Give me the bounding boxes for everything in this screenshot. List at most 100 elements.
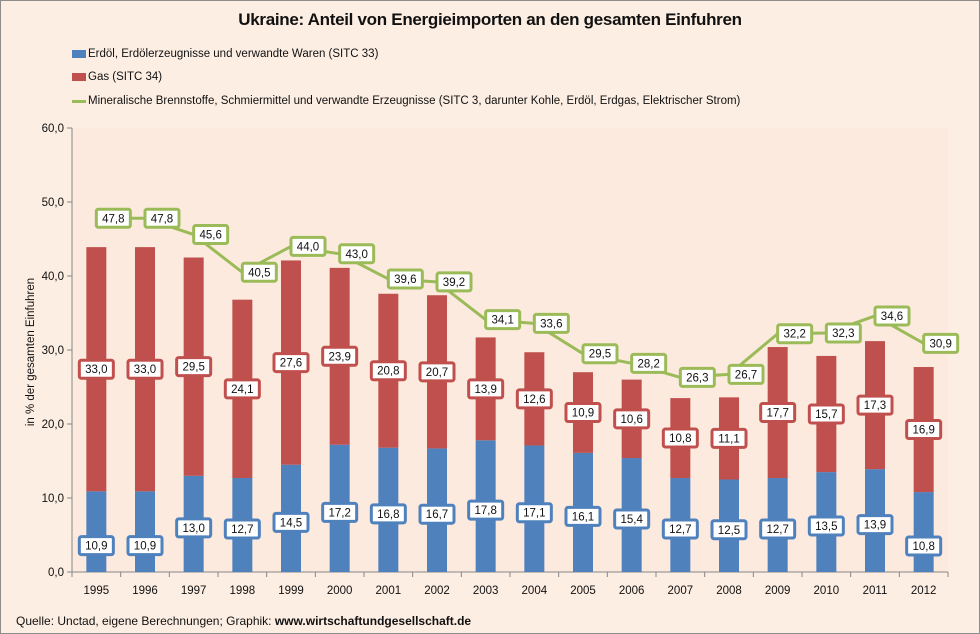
data-label-gas-box bbox=[759, 402, 797, 424]
data-label-oil-box bbox=[126, 535, 164, 557]
legend-label-mineral: Mineralische Brennstoffe, Schmiermittel … bbox=[88, 95, 741, 107]
data-label-oil-box bbox=[564, 505, 602, 527]
data-label-oil: 17,8 bbox=[474, 505, 496, 517]
data-label-gas: 15,7 bbox=[815, 409, 837, 421]
data-label-mineral: 28,2 bbox=[637, 358, 659, 370]
bar-oil bbox=[86, 491, 107, 572]
data-label-oil-box bbox=[759, 518, 797, 540]
chart-title: Ukraine: Anteil von Energieimporten an d… bbox=[238, 10, 742, 29]
data-label-oil-box bbox=[467, 499, 505, 521]
data-label-mineral: 26,7 bbox=[735, 369, 757, 381]
x-tick-label: 1996 bbox=[132, 585, 158, 597]
data-label-mineral: 30,9 bbox=[929, 338, 951, 350]
data-label-oil-box bbox=[613, 508, 651, 530]
data-label-mineral-box bbox=[94, 207, 132, 229]
y-tick-label: 30,0 bbox=[42, 345, 64, 357]
y-axis-label: in % der gesamten Einfuhren bbox=[25, 278, 37, 426]
bar-oil bbox=[913, 492, 934, 572]
source-prefix: Quelle: Unctad, eigene Berechnungen; Gra… bbox=[16, 614, 275, 628]
data-label-mineral: 34,6 bbox=[881, 311, 903, 323]
data-label-mineral-box bbox=[143, 207, 181, 229]
data-label-gas-box bbox=[126, 358, 164, 380]
data-label-oil: 16,7 bbox=[426, 509, 448, 521]
data-label-oil-box bbox=[272, 511, 310, 533]
legend-label-oil: Erdöl, Erdölerzeugnisse und verwandte Wa… bbox=[88, 48, 379, 60]
data-label-oil-box bbox=[223, 518, 261, 540]
data-label-gas-box bbox=[272, 352, 310, 374]
plot-area bbox=[72, 128, 948, 572]
data-label-mineral-box bbox=[532, 312, 570, 334]
data-label-gas-box bbox=[515, 388, 553, 410]
data-label-mineral-box bbox=[824, 322, 862, 344]
data-label-gas: 10,9 bbox=[572, 408, 594, 420]
data-label-oil-box bbox=[369, 503, 407, 525]
data-label-mineral: 47,8 bbox=[102, 213, 124, 225]
data-label-mineral: 43,0 bbox=[345, 249, 367, 261]
data-label-gas: 17,3 bbox=[864, 400, 886, 412]
data-label-mineral: 45,6 bbox=[199, 230, 221, 242]
data-label-mineral-box bbox=[727, 363, 765, 385]
data-label-mineral-box bbox=[776, 323, 814, 345]
data-label-mineral-box bbox=[484, 309, 522, 331]
data-label-gas: 20,8 bbox=[377, 366, 399, 378]
data-label-mineral-box bbox=[386, 268, 424, 290]
y-tick-label: 10,0 bbox=[42, 493, 64, 505]
data-label-gas: 20,7 bbox=[426, 367, 448, 379]
data-label-mineral: 39,2 bbox=[443, 277, 465, 289]
data-label-gas: 13,9 bbox=[474, 384, 496, 396]
data-label-gas: 11,1 bbox=[718, 433, 740, 445]
data-label-oil-box bbox=[175, 517, 213, 539]
data-label-oil: 16,8 bbox=[377, 509, 399, 521]
data-label-oil-box bbox=[661, 518, 699, 540]
data-label-oil: 10,9 bbox=[134, 541, 156, 553]
data-label-gas-box bbox=[710, 427, 748, 449]
axes: 0,0 10,0 20,0 30,0 40,0 50,0 60,0 1995 1996 1997 1… bbox=[42, 123, 949, 597]
data-label-gas-box bbox=[321, 345, 359, 367]
data-label-gas: 10,6 bbox=[620, 414, 642, 426]
data-label-mineral-box bbox=[581, 343, 619, 365]
x-tick-label: 2002 bbox=[424, 585, 450, 597]
data-label-mineral-box bbox=[873, 305, 911, 327]
legend-swatch-oil bbox=[72, 50, 86, 58]
data-label-oil: 13,5 bbox=[815, 521, 837, 533]
data-label-oil-box bbox=[710, 519, 748, 541]
bar-oil bbox=[135, 491, 155, 572]
x-tick-label: 2005 bbox=[570, 585, 596, 597]
data-label-mineral: 40,5 bbox=[248, 267, 270, 279]
data-label-oil: 10,8 bbox=[912, 541, 934, 553]
data-label-oil-box bbox=[905, 535, 943, 557]
data-label-mineral-box bbox=[192, 224, 230, 246]
legend-swatch-gas bbox=[72, 73, 86, 81]
data-label-gas-box bbox=[807, 403, 845, 425]
data-label-gas: 12,6 bbox=[523, 394, 545, 406]
source-note: Quelle: Unctad, eigene Berechnungen; Gra… bbox=[16, 614, 471, 628]
data-label-gas: 33,0 bbox=[134, 364, 156, 376]
data-label-oil-box bbox=[856, 514, 894, 536]
y-tick-label: 40,0 bbox=[42, 271, 64, 283]
data-label-mineral-box bbox=[630, 352, 668, 374]
x-tick-label: 1998 bbox=[230, 585, 256, 597]
data-label-oil: 16,1 bbox=[572, 511, 594, 523]
x-tick-label: 1999 bbox=[278, 585, 304, 597]
data-label-gas: 16,9 bbox=[912, 425, 934, 437]
data-label-gas-box bbox=[613, 408, 651, 430]
data-label-oil: 15,4 bbox=[620, 514, 643, 526]
y-tick-label: 50,0 bbox=[42, 197, 64, 209]
data-label-oil: 13,9 bbox=[864, 520, 886, 532]
x-tick-label: 2012 bbox=[911, 585, 937, 597]
data-label-mineral-box bbox=[435, 271, 473, 293]
data-label-gas: 10,8 bbox=[669, 433, 691, 445]
legend-line-mineral bbox=[72, 99, 86, 103]
source-site: www.wirtschaftundgesellschaft.de bbox=[274, 614, 472, 628]
data-label-mineral: 47,8 bbox=[151, 213, 173, 225]
data-label-gas-box bbox=[175, 356, 213, 378]
data-label-oil: 10,9 bbox=[85, 541, 107, 553]
data-label-gas-box bbox=[661, 427, 699, 449]
legend-item-oil: Erdöl, Erdölerzeugnisse und verwandte Wa… bbox=[72, 48, 378, 60]
x-tick-label: 2008 bbox=[716, 585, 742, 597]
data-label-mineral: 26,3 bbox=[686, 372, 708, 384]
legend-item-mineral: Mineralische Brennstoffe, Schmiermittel … bbox=[72, 95, 740, 107]
x-tick-label: 2010 bbox=[814, 585, 840, 597]
data-label-oil: 14,5 bbox=[280, 517, 302, 529]
y-tick-label: 0,0 bbox=[48, 567, 64, 579]
